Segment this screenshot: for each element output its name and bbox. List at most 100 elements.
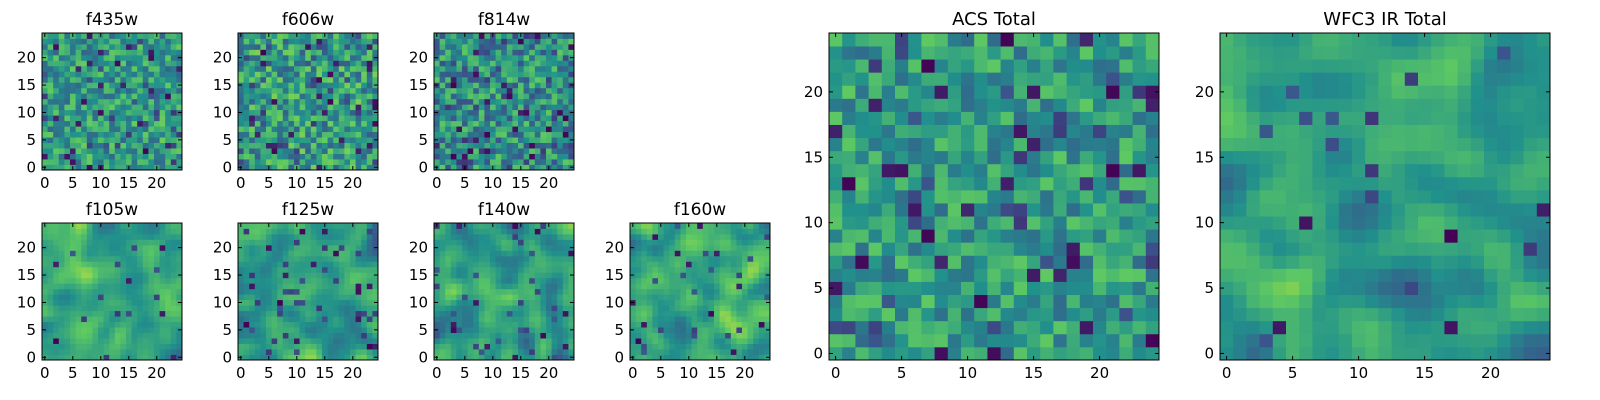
heatmap-cell — [764, 228, 771, 235]
heatmap-cell — [534, 250, 541, 257]
heatmap-cell — [75, 354, 82, 361]
heatmap-cell — [271, 142, 278, 149]
heatmap-cell — [310, 164, 317, 171]
heatmap-cell — [512, 137, 519, 143]
heatmap-cell — [249, 244, 256, 251]
axes-frame — [237, 32, 379, 171]
heatmap-cell — [1053, 242, 1067, 256]
heatmap-cell — [540, 223, 547, 229]
heatmap-cell — [372, 277, 379, 284]
heatmap-cell — [546, 65, 552, 72]
heatmap-cell — [299, 115, 306, 122]
heatmap-cell — [142, 164, 149, 171]
chart-title: f814w — [478, 10, 530, 30]
heatmap-cell — [103, 131, 110, 138]
heatmap-cell — [473, 283, 480, 290]
heatmap-cell — [1119, 189, 1133, 204]
heatmap-cell — [170, 104, 177, 111]
heatmap-cell — [249, 283, 256, 290]
heatmap-cell — [551, 153, 558, 160]
heatmap-cell — [669, 283, 676, 290]
heatmap-cell — [529, 310, 536, 317]
heatmap-cell — [974, 346, 988, 361]
heatmap-cell — [70, 54, 76, 61]
heatmap-cell — [714, 250, 720, 257]
heatmap-cell — [361, 349, 368, 355]
heatmap-cell — [445, 109, 452, 116]
heatmap-cell — [450, 65, 457, 72]
heatmap-cell — [829, 255, 843, 269]
heatmap-cell — [86, 104, 93, 111]
heatmap-cell — [294, 288, 300, 295]
heatmap-cell — [635, 244, 642, 251]
heatmap-cell — [305, 327, 312, 333]
heatmap-cell — [758, 321, 765, 328]
heatmap-cell — [114, 343, 121, 350]
heatmap-cell — [131, 49, 138, 56]
heatmap-cell — [484, 87, 491, 94]
heatmap-cell — [557, 283, 564, 290]
heatmap-cell — [1027, 307, 1041, 322]
heatmap-cell — [165, 104, 172, 111]
heatmap-cell — [53, 316, 60, 323]
heatmap-cell — [758, 223, 765, 229]
heatmap-cell — [490, 54, 496, 61]
heatmap-cell — [58, 239, 65, 246]
heatmap-cell — [355, 305, 362, 312]
heatmap-cell — [350, 266, 356, 273]
heatmap-cell — [271, 137, 278, 143]
heatmap-cell — [462, 228, 468, 235]
heatmap-cell — [305, 82, 312, 89]
heatmap-cell — [327, 272, 334, 279]
heatmap-cell — [131, 343, 138, 350]
heatmap-cell — [86, 131, 93, 138]
heatmap-cell — [305, 316, 312, 323]
heatmap-cell — [501, 223, 508, 229]
heatmap-cell — [674, 332, 681, 339]
heatmap-cell — [484, 321, 491, 328]
heatmap-cell — [103, 244, 110, 251]
heatmap-cell — [350, 76, 356, 83]
heatmap-cell — [366, 153, 373, 160]
heatmap-cell — [501, 310, 508, 317]
heatmap-cell — [641, 332, 648, 339]
heatmap-cell — [266, 244, 272, 251]
heatmap-cell — [120, 299, 127, 306]
heatmap-cell — [987, 307, 1001, 322]
heatmap-cell — [680, 305, 687, 312]
heatmap-cell — [439, 43, 446, 50]
heatmap-cell — [305, 261, 312, 268]
heatmap-cell — [366, 93, 373, 100]
heatmap-cell — [103, 261, 110, 268]
heatmap-cell — [316, 126, 323, 133]
heatmap-cell — [75, 349, 82, 355]
heatmap-cell — [114, 71, 121, 78]
heatmap-cell — [546, 142, 552, 149]
heatmap-cell — [501, 338, 508, 344]
heatmap-cell — [350, 71, 356, 78]
heatmap-cell — [562, 137, 569, 143]
heatmap-cell — [764, 250, 771, 257]
heatmap-cell — [512, 148, 519, 154]
heatmap-cell — [361, 98, 368, 105]
heatmap-cell — [518, 349, 524, 355]
heatmap-cell — [445, 261, 452, 268]
heatmap-cell — [98, 233, 104, 240]
heatmap-cell — [316, 120, 323, 127]
heatmap-cell — [344, 142, 351, 149]
heatmap-cell — [1079, 189, 1094, 204]
heatmap-cell — [260, 316, 267, 323]
heatmap-cell — [137, 299, 144, 306]
heatmap-cell — [630, 349, 636, 355]
heatmap-cell — [663, 349, 670, 355]
heatmap-cell — [495, 272, 502, 279]
heatmap-cell — [282, 120, 289, 127]
heatmap-cell — [58, 104, 65, 111]
heatmap-cell — [42, 98, 48, 105]
heatmap-cell — [1040, 255, 1054, 269]
heatmap-cell — [456, 266, 463, 273]
heatmap-cell — [310, 338, 317, 344]
heatmap-cell — [271, 76, 278, 83]
heatmap-cell — [75, 233, 82, 240]
heatmap-cell — [652, 266, 659, 273]
